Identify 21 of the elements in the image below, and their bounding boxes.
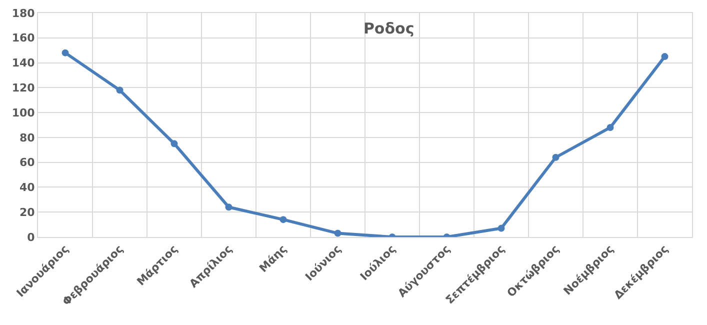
point [280,216,287,224]
point [606,124,614,131]
y-tick-label: 40 [19,181,36,194]
point [661,53,668,60]
point [552,154,560,161]
y-tick-label: 100 [12,106,36,120]
point [62,49,69,56]
y-tick-label: 180 [12,6,36,20]
y-tick-label: 20 [19,206,36,219]
y-tick-label: 140 [12,56,36,70]
y-tick-label: 0 [27,230,36,244]
point [116,86,124,94]
point [334,230,342,237]
point [225,204,232,211]
y-tick-label: 120 [12,82,36,95]
y-tick-label: 80 [19,131,36,144]
point [498,224,505,232]
y-tick-label: 160 [12,32,36,45]
point [170,140,178,148]
y-tick-label: 60 [19,156,36,170]
text: Ροδος [363,19,414,38]
